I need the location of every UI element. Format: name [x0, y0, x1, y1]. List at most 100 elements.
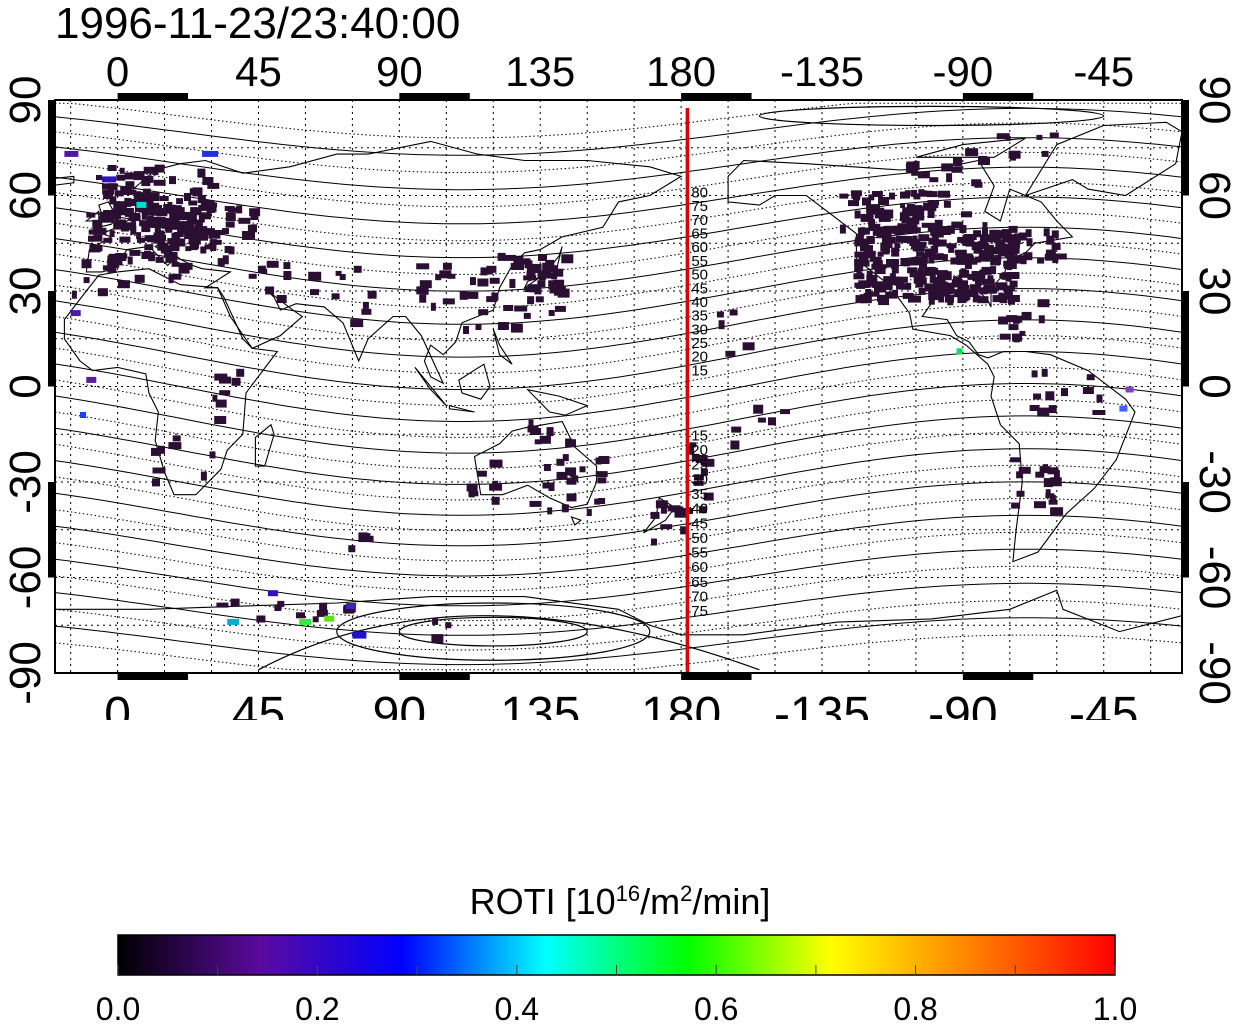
roti-cell [489, 277, 500, 284]
roti-cell [276, 295, 287, 303]
roti-cell [995, 239, 1002, 246]
roti-cell [463, 326, 469, 334]
contour-line [55, 367, 1182, 438]
roti-cell [190, 243, 198, 251]
roti-cell [855, 295, 864, 304]
roti-cell [119, 167, 125, 174]
roti-cell [1050, 507, 1064, 516]
roti-cell [1011, 255, 1025, 264]
roti-cell [188, 226, 201, 232]
roti-cell [230, 598, 240, 607]
frame-bar-right [1183, 100, 1189, 196]
frame-bar-top [117, 93, 189, 99]
roti-cell [131, 216, 136, 223]
roti-cell [915, 282, 924, 288]
roti-cell [168, 274, 174, 284]
roti-cell [557, 288, 570, 298]
roti-cell [927, 211, 935, 218]
roti-cell [1009, 251, 1014, 259]
contour-line [55, 514, 1182, 577]
roti-cell [124, 172, 135, 180]
roti-cell [152, 478, 160, 487]
roti-cell [674, 511, 687, 518]
lat-tick-label-right: 60 [1190, 171, 1239, 220]
roti-cell [859, 282, 872, 288]
roti-cell [933, 278, 939, 285]
roti-cell [308, 271, 322, 281]
roti-cell [907, 217, 920, 225]
roti-cell [961, 211, 972, 218]
coastline [526, 388, 589, 416]
roti-cell [442, 298, 455, 305]
roti-cell [891, 247, 900, 257]
roti-cell [866, 274, 878, 283]
roti-cell [693, 474, 704, 481]
roti-cell-highlight [299, 618, 312, 625]
contour-label: 35 [691, 308, 708, 325]
coastline [448, 404, 475, 413]
roti-cell [197, 168, 206, 178]
roti-cell [219, 390, 231, 396]
roti-cell [150, 219, 162, 228]
roti-cell [168, 244, 179, 251]
roti-cell [871, 191, 883, 197]
colorbar-tick-label: 0.6 [694, 991, 738, 1024]
roti-cell [154, 164, 165, 173]
contour-label: 20 [691, 349, 708, 366]
roti-cell [862, 197, 871, 206]
roti-cell [1013, 337, 1020, 343]
roti-cell [196, 226, 208, 235]
roti-cell [534, 285, 542, 295]
timestamp-title: 1996-11-23/23:40:00 [55, 0, 461, 48]
roti-cell [894, 276, 908, 283]
roti-cell [141, 210, 148, 220]
roti-cell [88, 235, 94, 242]
roti-cell-highlight [102, 176, 116, 183]
roti-cell [853, 273, 865, 280]
roti-cell [689, 442, 697, 448]
polar-contour-loop [758, 105, 1105, 127]
frame-bar-left [48, 482, 54, 578]
roti-cell [994, 230, 1003, 239]
contour-line [55, 548, 1182, 607]
roti-cell [868, 219, 875, 226]
roti-cell [510, 323, 523, 333]
lat-tick-label-left: -60 [1, 546, 50, 610]
roti-cell [1044, 253, 1055, 261]
roti-cell [883, 276, 896, 286]
contour-line [55, 582, 1182, 636]
lon-tick-label-bottom: 45 [232, 688, 285, 720]
roti-cell [188, 200, 198, 206]
roti-cell [1004, 285, 1015, 292]
roti-cell [1082, 387, 1094, 394]
roti-cell [430, 302, 436, 311]
roti-cell [972, 275, 978, 282]
contour-label: 15 [691, 362, 708, 379]
roti-cell [928, 237, 937, 245]
coastline [63, 268, 279, 496]
roti-cell [81, 259, 92, 269]
roti-cell [924, 283, 937, 292]
roti-cell [170, 214, 180, 223]
roti-cell [503, 305, 514, 311]
roti-cell [348, 545, 356, 553]
roti-cell [943, 200, 951, 208]
roti-cell [335, 270, 342, 276]
roti-cell [951, 221, 964, 229]
roti-cell [896, 283, 908, 290]
coastline [414, 367, 447, 406]
contour-label: 25 [691, 335, 708, 352]
lon-tick-label-bottom: -90 [928, 688, 997, 720]
roti-cell [919, 262, 927, 268]
lon-tick-label-top: 90 [376, 48, 423, 95]
contour-label: 40 [691, 294, 708, 311]
contour-label: -35 [686, 486, 708, 503]
roti-cell-highlight [956, 348, 963, 355]
contour-label: -15 [686, 427, 708, 444]
contour-line [55, 464, 1182, 532]
lon-tick-label-bottom: 180 [641, 688, 721, 720]
roti-cell [1016, 471, 1024, 479]
roti-cell [894, 243, 901, 249]
roti-cell [982, 222, 988, 232]
